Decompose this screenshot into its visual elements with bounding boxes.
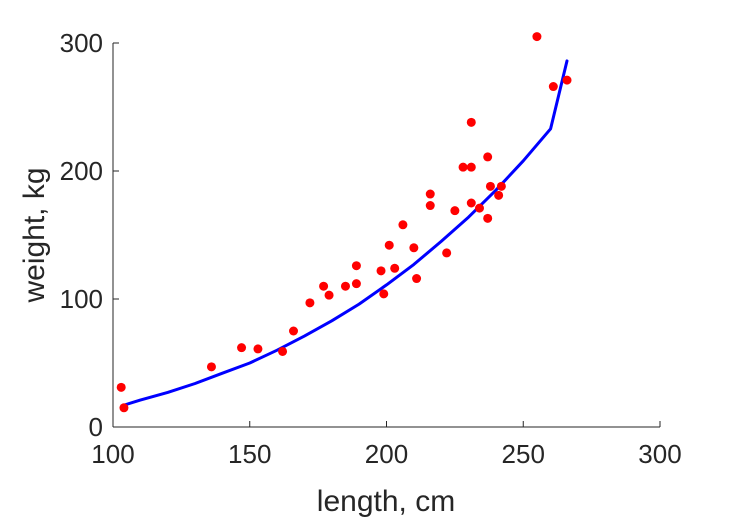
data-point xyxy=(466,117,476,127)
data-point xyxy=(351,261,361,271)
y-tick-label: 200 xyxy=(60,156,103,186)
data-point xyxy=(494,190,504,200)
data-point xyxy=(425,189,435,199)
y-tick-label: 100 xyxy=(60,284,103,314)
data-point xyxy=(483,152,493,162)
axis-labels: length, cm weight, kg xyxy=(18,167,455,518)
data-point xyxy=(532,32,542,42)
x-tick-label: 200 xyxy=(365,439,408,469)
data-point xyxy=(206,362,216,372)
y-tick-label: 0 xyxy=(89,412,103,442)
data-point xyxy=(466,162,476,172)
data-point xyxy=(324,290,334,300)
data-point xyxy=(253,344,263,354)
fit-curve xyxy=(122,59,569,407)
data-point xyxy=(237,343,247,353)
data-point xyxy=(474,203,484,213)
data-point xyxy=(442,248,452,258)
data-point xyxy=(412,274,422,284)
data-point xyxy=(289,326,299,336)
data-point xyxy=(351,279,361,289)
fit-curve-layer xyxy=(122,59,569,407)
data-point xyxy=(466,198,476,208)
data-point xyxy=(340,281,350,291)
data-point xyxy=(305,298,315,308)
data-point xyxy=(376,266,386,276)
data-point xyxy=(119,403,129,413)
x-axis-label: length, cm xyxy=(317,485,455,518)
data-points-layer xyxy=(116,32,572,413)
data-point xyxy=(278,346,288,356)
data-point xyxy=(450,206,460,216)
data-point xyxy=(390,263,400,273)
data-point xyxy=(409,243,419,253)
data-point xyxy=(398,220,408,230)
data-point xyxy=(379,289,389,299)
data-point xyxy=(562,75,572,85)
data-point xyxy=(384,240,394,250)
data-point xyxy=(483,213,493,223)
data-point xyxy=(548,82,558,92)
x-tick-label: 150 xyxy=(228,439,271,469)
data-point xyxy=(116,382,126,392)
y-axis-label: weight, kg xyxy=(18,167,51,303)
x-tick-label: 100 xyxy=(91,439,134,469)
x-tick-label: 250 xyxy=(502,439,545,469)
y-tick-label: 300 xyxy=(60,28,103,58)
data-point xyxy=(485,181,495,191)
data-point xyxy=(425,201,435,211)
data-point xyxy=(319,281,329,291)
data-point xyxy=(496,181,506,191)
data-point xyxy=(458,162,468,172)
x-tick-label: 300 xyxy=(638,439,681,469)
